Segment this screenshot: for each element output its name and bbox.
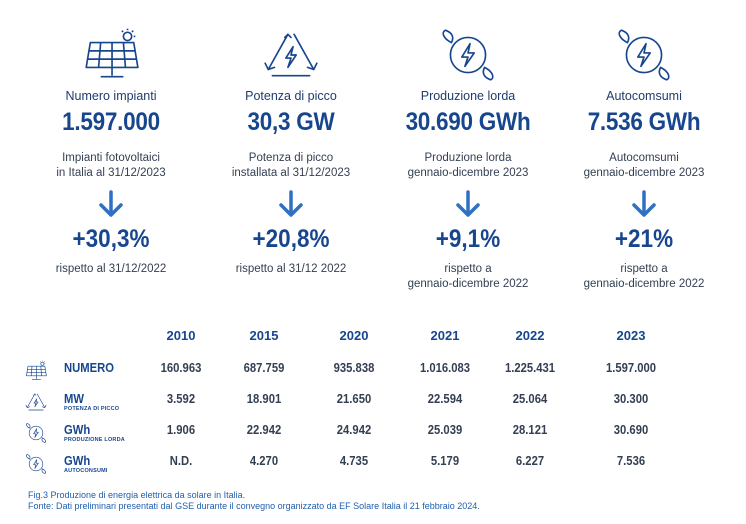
table-row: NUMERO 160.963 687.759 935.838 1.016.083 1.22…	[18, 359, 718, 387]
year-header: 2020	[339, 328, 369, 343]
table-cell: 30.300	[613, 392, 649, 406]
kpi-description: Potenza di picco installata al 31/12/2023	[231, 152, 351, 179]
table-cell: 1.016.083	[419, 361, 471, 375]
row-sublabel: POTENZA DI PICCO	[64, 406, 120, 412]
table-cell: N.D.	[169, 454, 193, 468]
kpi-description: Produzione lorda gennaio-dicembre 2023	[407, 152, 529, 179]
table-cell: 5.179	[430, 454, 460, 468]
kpi-title: Produzione lorda	[420, 89, 516, 103]
row-label: MW	[64, 392, 84, 406]
leaf-bolt-icon	[24, 452, 48, 476]
kpi-change: +30,3%	[72, 225, 150, 253]
kpi-change: +20,8%	[252, 225, 330, 253]
arrow-down-icon	[98, 190, 124, 218]
table-cell: 28.121	[512, 423, 548, 437]
table-cell: 18.901	[246, 392, 282, 406]
kpi-description: Autocomsumi gennaio-dicembre 2023	[583, 152, 705, 179]
leaf-bolt-icon	[613, 28, 675, 82]
kpi-description: Impianti fotovoltaici in Italia al 31/12/…	[56, 152, 166, 179]
table-cell: 22.594	[427, 392, 463, 406]
table-cell: 25.039	[427, 423, 463, 437]
row-label: NUMERO	[64, 361, 115, 375]
table-cell: 3.592	[166, 392, 196, 406]
kpi-value: 30,3 GW	[247, 108, 335, 136]
year-header: 2010	[166, 328, 196, 343]
table-cell: 30.690	[613, 423, 649, 437]
table-cell: 4.735	[339, 454, 369, 468]
energy-triangle-icon	[260, 28, 322, 82]
leaf-bolt-icon	[24, 421, 48, 445]
year-header: 2023	[616, 328, 646, 343]
arrow-down-icon	[631, 190, 657, 218]
table-cell: 935.838	[333, 361, 375, 375]
solar-panel-icon	[80, 28, 142, 82]
kpi-title: Potenza di picco	[245, 89, 337, 103]
caption-source: Fonte: Dati preliminari presentati dal G…	[28, 501, 480, 511]
solar-panel-icon	[24, 359, 48, 383]
kpi-change-description: rispetto al 31/12 2022	[235, 263, 347, 275]
arrow-down-icon	[455, 190, 481, 218]
kpi-change: +9,1%	[435, 225, 501, 253]
table-cell: 24.942	[336, 423, 372, 437]
row-sublabel: AUTOCONSUMI	[64, 468, 108, 474]
figure-caption: Fig.3 Produzione di energia elettrica da…	[28, 490, 480, 512]
year-header: 2021	[430, 328, 460, 343]
table-row: GWh PRODUZIONE LORDA 1.906 22.942 24.942 25.0…	[18, 421, 718, 449]
table-row: MW POTENZA DI PICCO 3.592 18.901 21.650 22.59…	[18, 390, 718, 418]
table-row: GWh AUTOCONSUMI N.D. 4.270 4.735 5.179 6.227 7.…	[18, 452, 718, 480]
caption-title: Fig.3 Produzione di energia elettrica da…	[28, 490, 246, 500]
table-cell: 7.536	[616, 454, 646, 468]
table-cell: 1.597.000	[605, 361, 657, 375]
table-cell: 25.064	[512, 392, 548, 406]
kpi-value: 30.690 GWh	[405, 108, 531, 136]
table-cell: 160.963	[160, 361, 202, 375]
kpi-change-description: rispetto a gennaio-dicembre 2022	[407, 263, 529, 290]
row-label: GWh	[64, 423, 91, 437]
leaf-bolt-icon	[437, 28, 499, 82]
kpi-change-description: rispetto a gennaio-dicembre 2022	[583, 263, 705, 290]
year-header: 2022	[515, 328, 545, 343]
table-cell: 21.650	[336, 392, 372, 406]
kpi-change: +21%	[614, 225, 674, 253]
energy-triangle-icon	[24, 390, 48, 414]
kpi-change-description: rispetto al 31/12/2022	[55, 263, 167, 275]
row-label: GWh	[64, 454, 91, 468]
year-header: 2015	[249, 328, 279, 343]
kpi-value: 7.536 GWh	[587, 108, 701, 136]
table-cell: 4.270	[249, 454, 279, 468]
table-cell: 22.942	[246, 423, 282, 437]
table-cell: 1.225.431	[504, 361, 556, 375]
kpi-title: Numero impianti	[65, 89, 157, 103]
table-cell: 1.906	[166, 423, 196, 437]
table-cell: 687.759	[243, 361, 285, 375]
arrow-down-icon	[278, 190, 304, 218]
table-cell: 6.227	[515, 454, 545, 468]
kpi-title: Autocomsumi	[606, 89, 682, 103]
row-sublabel: PRODUZIONE LORDA	[64, 437, 125, 443]
kpi-value: 1.597.000	[62, 108, 160, 136]
